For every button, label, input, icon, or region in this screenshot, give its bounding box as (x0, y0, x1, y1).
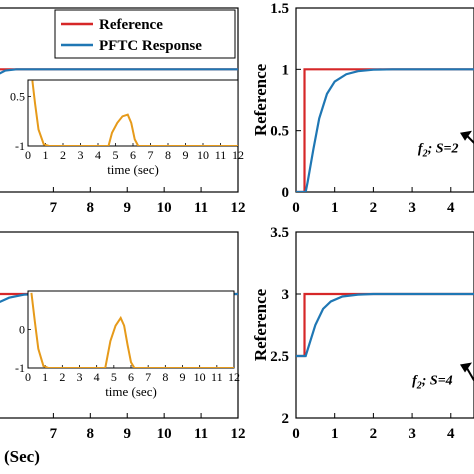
inset-x-tick-label: 10 (194, 370, 206, 384)
x-tick-label: 0 (292, 200, 300, 216)
x-tick-label: 9 (123, 200, 131, 216)
arrow-icon (465, 134, 474, 145)
inset-y-tick-label: 0 (19, 323, 25, 337)
axes-frame (295, 231, 474, 419)
series-line-reference (296, 68, 474, 192)
inset-x-tick-label: 2 (60, 148, 66, 162)
inset-x-label: time (sec) (107, 162, 159, 177)
inset-x-label: time (sec) (105, 384, 157, 399)
x-axis-label: (Sec) (4, 447, 40, 466)
inset-x-tick-label: 3 (77, 370, 83, 384)
inset-y-tick-label: -1 (15, 361, 25, 375)
y-tick-label: 3 (282, 287, 290, 303)
y-tick-label: 0 (282, 185, 290, 201)
x-tick-label: 9 (123, 426, 131, 442)
inset-x-tick-label: 12 (232, 148, 244, 162)
x-tick-label: 4 (447, 426, 455, 442)
inset-x-tick-label: 1 (43, 148, 49, 162)
y-axis-label: Reference (251, 288, 270, 361)
inset-x-tick-label: 11 (211, 370, 223, 384)
inset-frame (27, 79, 239, 147)
y-tick-label: 2 (282, 411, 290, 427)
y-tick-label: 1 (282, 62, 290, 78)
y-tick-label: 2.5 (270, 349, 289, 365)
y-tick-label: 0.5 (270, 124, 289, 140)
x-tick-label: 12 (231, 426, 246, 442)
series-line-pftc-response (296, 292, 474, 358)
inset-x-tick-label: 1 (42, 370, 48, 384)
inset-x-tick-label: 12 (228, 370, 240, 384)
inset-x-tick-label: 6 (128, 370, 134, 384)
legend-label: Reference (99, 17, 163, 33)
inset-x-tick-label: 9 (183, 148, 189, 162)
inset-x-tick-label: 7 (148, 148, 154, 162)
annotation: f2; S=2 (418, 130, 474, 160)
legend-label: PFTC Response (99, 38, 202, 54)
inset-x-tick-label: 9 (180, 370, 186, 384)
inset-y-tick-label: 0.5 (10, 90, 25, 104)
annotation-text: f2; S=2 (418, 142, 459, 160)
x-tick-label: 1 (331, 200, 339, 216)
inset-x-tick-label: 3 (78, 148, 84, 162)
inset-frame (27, 290, 235, 369)
inset-x-tick-label: 4 (94, 370, 100, 384)
inset-x-tick-label: 7 (145, 370, 151, 384)
inset-x-tick-label: 5 (113, 148, 119, 162)
inset-x-tick-label: 5 (111, 370, 117, 384)
inset-x-tick-label: 8 (165, 148, 171, 162)
x-tick-label: 3 (408, 426, 416, 442)
series-line-pftc-response (0, 68, 238, 75)
x-tick-label: 3 (408, 200, 416, 216)
x-tick-label: 7 (50, 426, 58, 442)
plot-bottom-right: 0 1 2 3 4 2 2.5 3 3.5 Reference f2; S=4 (251, 225, 474, 442)
plot-top-right: 0 1 2 3 4 0 0.5 1 1.5 Reference f2; S=2 (251, 1, 474, 216)
inset-x-tick-label: 6 (130, 148, 136, 162)
y-tick-label: 1.5 (270, 1, 289, 17)
y-axis-label: Reference (251, 63, 270, 136)
x-tick-label: 2 (370, 426, 378, 442)
x-tick-label: 10 (157, 426, 172, 442)
x-tick-label: 11 (194, 200, 208, 216)
series-line-pftc-response (296, 68, 474, 192)
axes-frame (0, 231, 239, 419)
x-tick-label: 11 (194, 426, 208, 442)
inset-y-tick-label: -1 (15, 139, 25, 153)
inset-x-tick-label: 4 (95, 148, 101, 162)
series-line-fault-signal (31, 80, 238, 146)
inset-x-tick-label: 10 (197, 148, 209, 162)
annotation-text: f2; S=4 (412, 374, 453, 392)
series-line-fault-signal (30, 292, 234, 368)
legend-box (54, 9, 236, 59)
x-tick-label: 1 (331, 426, 339, 442)
x-tick-label: 0 (292, 426, 300, 442)
axes-frame (295, 7, 474, 193)
arrow-head-icon (460, 130, 472, 141)
x-tick-label: 8 (87, 426, 95, 442)
x-tick-label: 10 (157, 200, 172, 216)
series-line-reference (296, 292, 474, 358)
inset-x-tick-label: 0 (25, 370, 31, 384)
inset-x-tick-label: 0 (25, 148, 31, 162)
series-group (0, 68, 238, 75)
inset-x-tick-label: 8 (162, 370, 168, 384)
x-tick-label: 2 (370, 200, 378, 216)
x-tick-label: 12 (231, 200, 246, 216)
arrow-head-icon (460, 362, 472, 373)
series-group (296, 68, 474, 192)
annotation: f2; S=4 (412, 362, 474, 392)
inset-x-tick-label: 11 (215, 148, 227, 162)
y-tick-label: 3.5 (270, 225, 289, 241)
legend: Reference PFTC Response (54, 9, 236, 59)
series-group (296, 292, 474, 358)
x-tick-label: 7 (50, 200, 58, 216)
x-tick-label: 8 (87, 200, 95, 216)
inset-x-tick-label: 2 (59, 370, 65, 384)
x-tick-label: 4 (447, 200, 455, 216)
